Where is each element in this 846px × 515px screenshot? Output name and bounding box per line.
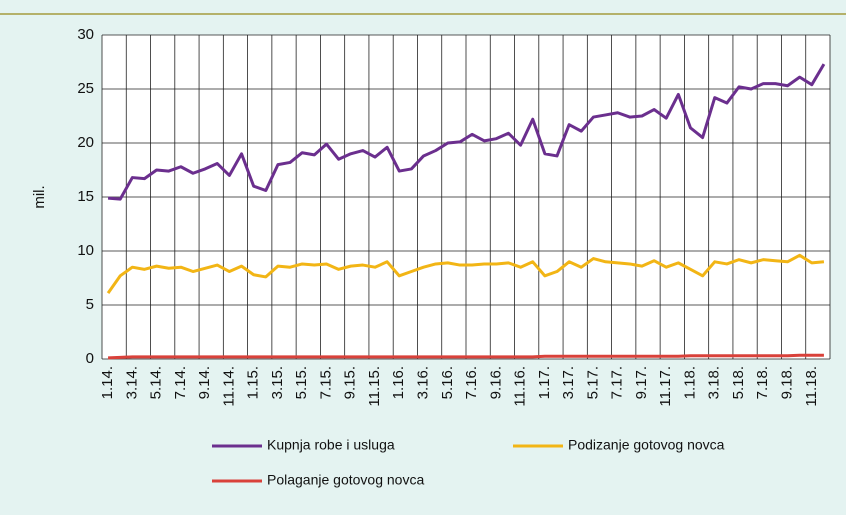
x-tick-label: 7.17. [609,366,626,399]
x-tick-label: 5.16. [439,366,456,399]
x-tick-label: 3.18. [706,366,723,399]
legend-label: Polaganje gotovog novca [267,472,424,488]
series-line [107,353,824,360]
x-tick-label: 9.16. [487,366,504,399]
x-tick-label: 9.15. [342,366,359,399]
x-tick-label: 9.17. [633,366,650,399]
x-tick-label: 1.14. [99,366,116,399]
x-tick-label: 1.15. [245,366,262,399]
x-tick-label: 3.15. [269,366,286,399]
series-line [107,63,826,201]
y-axis-label: mil. [31,185,48,208]
x-tick-label: 9.18. [779,366,796,399]
y-tick-label: 20 [77,134,94,151]
x-tick-label: 11.15. [366,366,383,407]
legend-label: Kupnja robe i usluga [267,437,395,453]
x-tick-label: 11.14. [220,366,237,407]
x-tick-label: 5.14. [148,366,165,399]
y-tick-label: 15 [77,188,94,205]
x-tick-label: 1.18. [681,366,698,399]
legend-label: Podizanje gotovog novca [568,437,725,453]
x-tick-label: 5.18. [730,366,747,399]
x-tick-label: 7.15. [317,366,334,399]
x-tick-label: 11.17. [657,366,674,407]
x-tick-label: 3.17. [560,366,577,399]
x-tick-label: 11.16. [512,366,529,407]
y-tick-label: 30 [77,26,94,43]
y-tick-label: 5 [86,296,94,313]
y-tick-label: 25 [77,80,94,97]
x-tick-label: 1.16. [390,366,407,399]
x-tick-label: 5.15. [293,366,310,399]
x-tick-label: 3.16. [415,366,432,399]
x-tick-label: 1.17. [536,366,553,399]
x-tick-label: 7.14. [172,366,189,399]
y-tick-label: 0 [86,350,94,367]
y-tick-label: 10 [77,242,94,259]
series-line [106,253,825,294]
x-tick-label: 7.18. [754,366,771,399]
x-tick-label: 5.17. [584,366,601,399]
x-tick-label: 3.14. [123,366,140,399]
x-tick-label: 7.16. [463,366,480,399]
x-tick-label: 11.18. [803,366,820,407]
x-tick-label: 9.14. [196,366,213,399]
